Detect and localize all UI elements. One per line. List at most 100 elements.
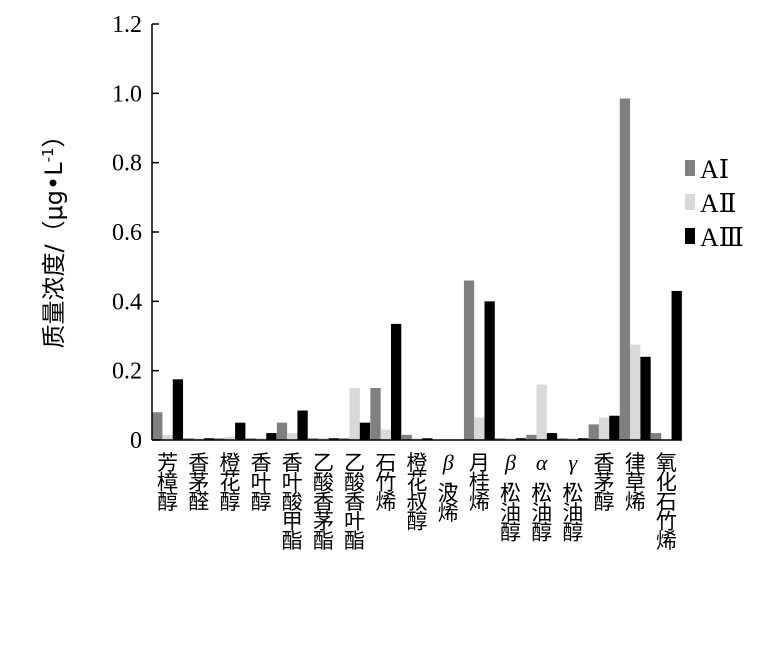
category-label-char: 醛 — [188, 490, 209, 514]
category-label-char: 花 — [219, 471, 240, 495]
category-label-char: 石 — [656, 490, 677, 514]
category-label-char: 酸 — [344, 471, 365, 495]
legend-swatch-3 — [685, 228, 695, 244]
category-label-char: 樟 — [157, 471, 178, 495]
category-label: 月桂烯 — [469, 451, 490, 514]
category-label-char: 乙 — [313, 451, 334, 475]
category-label-char: - — [507, 471, 515, 495]
category-label: 香茅醛 — [188, 451, 209, 514]
category-label-char: 醇 — [500, 521, 521, 545]
bar-series-2-cat-6 — [318, 438, 329, 440]
bar-series-3-cat-12 — [515, 438, 526, 440]
category-label-char: - — [444, 471, 452, 495]
category-labels-layer: 芳樟醇香茅醛橙花醇香叶醇香叶酸甲酯乙酸香茅酯乙酸香叶酯石竹烯橙花叔醇β-波烯月桂… — [157, 450, 677, 553]
category-label-char: 叶 — [251, 471, 272, 495]
category-label-char: 芳 — [157, 451, 178, 475]
category-label-char: 叶 — [344, 510, 365, 534]
bar-series-3-cat-9 — [422, 438, 433, 440]
category-label-char: 竹 — [656, 510, 677, 534]
bar-series-1-cat-14 — [557, 438, 568, 440]
category-label-char: 油 — [562, 501, 583, 525]
bar-series-1-cat-2 — [183, 438, 194, 440]
y-tick-label: 0 — [130, 428, 142, 454]
y-tick-label: 0.8 — [112, 151, 142, 177]
category-label-char: 酸 — [282, 490, 303, 514]
category-label-char: 酸 — [313, 471, 334, 495]
category-label-char: 酯 — [282, 529, 303, 553]
bar-series-2-cat-14 — [567, 438, 579, 440]
bar-series-2-cat-9 — [411, 438, 423, 440]
legend-swatch-2 — [685, 194, 695, 210]
category-label-char: 烯 — [656, 529, 677, 553]
category-label-char: 乙 — [344, 451, 365, 475]
category-label-char: 香 — [594, 451, 615, 475]
bar-series-1-cat-5 — [276, 422, 288, 440]
category-label-prefix: β — [504, 450, 516, 475]
category-label-char: 月 — [469, 451, 490, 475]
category-label: 香茅醇 — [594, 451, 615, 514]
category-label-char: 烯 — [469, 490, 490, 514]
bar-series-2-cat-8 — [380, 429, 391, 440]
category-label-char: 烯 — [625, 490, 646, 514]
bar-series-2-cat-16 — [630, 344, 641, 440]
category-label: α-松油醇 — [531, 450, 552, 545]
category-label-char: 叔 — [407, 490, 428, 514]
bar-series-2-cat-7 — [349, 388, 360, 440]
bar-series-2-cat-2 — [193, 438, 204, 440]
bar-series-3-cat-4 — [266, 433, 277, 440]
bar-series-1-cat-6 — [308, 438, 319, 440]
y-tick-label: 0.2 — [112, 359, 142, 385]
bar-series-1-cat-1 — [152, 412, 163, 440]
bar-series-1-cat-7 — [339, 438, 350, 440]
category-label-char: 茅 — [313, 510, 334, 534]
category-label-char: 醇 — [562, 521, 583, 545]
category-label-char: 橙 — [407, 451, 428, 475]
y-axis-title: 质量浓度/（μg•L-1） — [39, 123, 68, 348]
category-label-char: 香 — [251, 451, 272, 475]
category-label-char: 油 — [531, 501, 552, 525]
legend-label-1: AⅠ — [700, 155, 729, 184]
category-label-char: 酯 — [344, 529, 365, 553]
category-label-prefix: α — [536, 450, 548, 475]
category-label-char: 石 — [375, 451, 396, 475]
category-label-char: 香 — [188, 451, 209, 475]
bar-series-1-cat-11 — [463, 280, 475, 440]
y-tick-label: 1.0 — [112, 81, 142, 107]
bar-series-3-cat-8 — [390, 323, 402, 440]
category-label-char: 橙 — [219, 451, 240, 475]
bar-series-2-cat-1 — [162, 434, 173, 440]
category-label-char: 醇 — [251, 490, 272, 514]
category-label-char: 甲 — [282, 510, 303, 534]
legend-swatch-1 — [685, 160, 695, 176]
bar-series-1-cat-4 — [245, 438, 256, 440]
bar-series-2-cat-4 — [255, 438, 267, 440]
category-label: 芳樟醇 — [157, 451, 178, 514]
bar-series-3-cat-6 — [328, 438, 339, 440]
category-label-char: 醇 — [594, 490, 615, 514]
category-label: 香叶醇 — [251, 451, 272, 514]
category-label-char: 草 — [625, 471, 646, 495]
category-label-prefix: β — [442, 450, 454, 475]
category-label-char: 桂 — [469, 471, 490, 495]
category-label-char: 氧 — [656, 451, 677, 475]
legend: AⅠ AⅡ AⅢ — [685, 155, 744, 252]
category-label-char: 茅 — [594, 471, 615, 495]
bar-series-1-cat-15 — [588, 424, 599, 440]
category-label-char: 香 — [344, 490, 365, 514]
y-tick-label: 0.6 — [112, 220, 142, 246]
bar-series-1-cat-9 — [401, 434, 412, 440]
bar-series-2-cat-11 — [474, 417, 485, 440]
bar-series-3-cat-2 — [203, 438, 215, 440]
bar-series-3-cat-15 — [609, 415, 620, 440]
y-axis-title-tail: ） — [40, 123, 68, 147]
category-label-char: - — [538, 471, 546, 495]
bar-series-1-cat-3 — [214, 438, 225, 440]
bar-series-3-cat-3 — [235, 422, 246, 440]
bar-series-3-cat-5 — [297, 410, 308, 440]
category-label-char: 醇 — [219, 490, 240, 514]
